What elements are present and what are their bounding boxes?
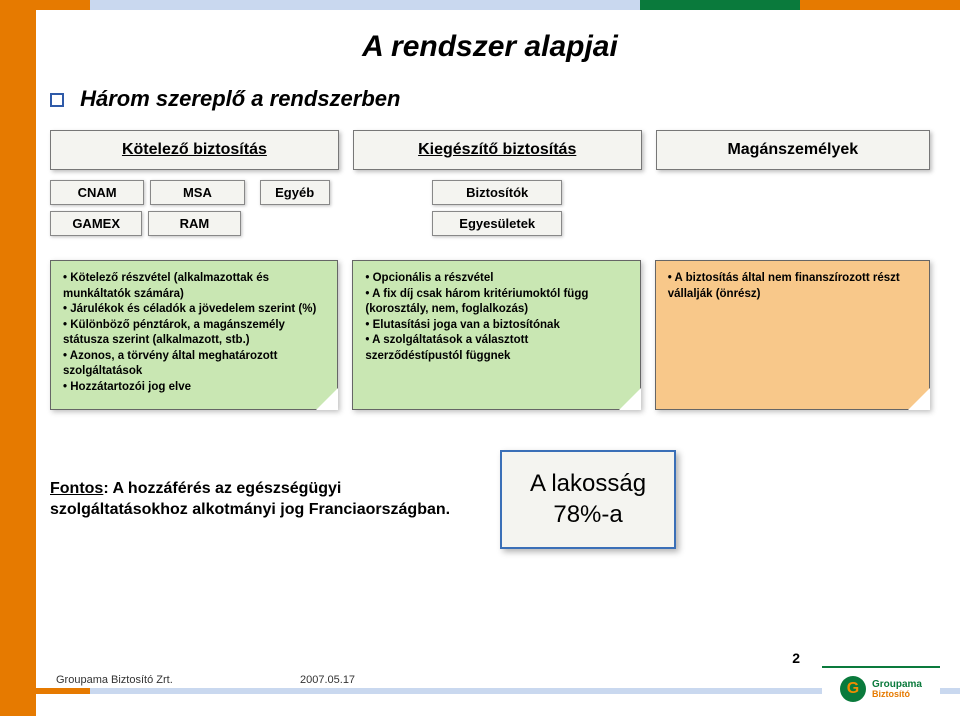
page-fold-icon: [619, 388, 641, 410]
footer-company: Groupama Biztosító Zrt.: [56, 674, 173, 686]
notes-row: Kötelező részvétel (alkalmazottak és mun…: [50, 260, 930, 410]
slide-title: A rendszer alapjai: [50, 30, 930, 64]
pop-line2: 78%-a: [530, 499, 646, 530]
subtitle-text: Három szereplő a rendszerben: [80, 86, 400, 111]
page-number: 2: [792, 650, 800, 666]
col1-tags-row1: CNAM MSA Egyéb: [50, 180, 339, 205]
column-3: Magánszemélyek: [656, 130, 930, 242]
note-2: Opcionális a részvétel A fix díj csak há…: [352, 260, 640, 410]
bottom-text: Fontos: A hozzáférés az egészségügyi szo…: [50, 478, 470, 521]
tag-egyeb: Egyéb: [260, 180, 330, 205]
page-fold-icon: [316, 388, 338, 410]
col2-header: Kiegészítő biztosítás: [353, 130, 642, 170]
note1-item: Járulékok és céladók a jövedelem szerint…: [63, 302, 325, 318]
page-fold-icon: [908, 388, 930, 410]
bottom-row: Fontos: A hozzáférés az egészségügyi szo…: [50, 450, 930, 548]
tag-egyesuletek: Egyesületek: [432, 211, 562, 236]
slide-subtitle: Három szereplő a rendszerben: [50, 86, 930, 112]
note2-item: A fix díj csak három kritériumoktól függ…: [365, 287, 627, 318]
bottom-body: : A hozzáférés az egészségügyi szolgálta…: [50, 480, 450, 519]
note1-item: Hozzátartozói jog elve: [63, 380, 325, 396]
col3-header: Magánszemélyek: [656, 130, 930, 170]
note1-item: Különböző pénztárok, a magánszemély stát…: [63, 318, 325, 349]
pop-line1: A lakosság: [530, 468, 646, 499]
note-1: Kötelező részvétel (alkalmazottak és mun…: [50, 260, 338, 410]
note1-item: Azonos, a törvény által meghatározott sz…: [63, 349, 325, 380]
column-2: Kiegészítő biztosítás Biztosítók Egyesül…: [353, 130, 642, 242]
col1-tags-row2: GAMEX RAM: [50, 211, 241, 236]
tag-gamex: GAMEX: [50, 211, 142, 236]
note2-item: A szolgáltatások a választott szerződést…: [365, 333, 627, 364]
logo-mark-icon: G: [840, 676, 866, 702]
bottom-prefix: Fontos: [50, 480, 103, 497]
bullet-square-icon: [50, 93, 64, 107]
columns-row: Kötelező biztosítás CNAM MSA Egyéb GAMEX…: [50, 130, 930, 242]
footer: Groupama Biztosító Zrt. 2007.05.17 2 G G…: [0, 658, 960, 716]
note1-item: Kötelező részvétel (alkalmazottak és mun…: [63, 271, 325, 302]
tag-biztositok: Biztosítók: [432, 180, 562, 205]
tag-cnam: CNAM: [50, 180, 144, 205]
slide-content: A rendszer alapjai Három szereplő a rend…: [50, 30, 930, 549]
note3-item: A biztosítás által nem finanszírozott ré…: [668, 271, 917, 302]
footer-date: 2007.05.17: [300, 674, 355, 686]
side-accent-bar: [0, 0, 36, 716]
logo-text: Groupama: [872, 680, 922, 690]
footer-stripe: [0, 688, 960, 694]
population-box: A lakosság 78%-a: [500, 450, 676, 548]
tag-msa: MSA: [150, 180, 244, 205]
note2-item: Opcionális a részvétel: [365, 271, 627, 287]
note-3: A biztosítás által nem finanszírozott ré…: [655, 260, 930, 410]
logo-subtext: Biztosító: [872, 690, 922, 699]
note2-item: Elutasítási joga van a biztosítónak: [365, 318, 627, 334]
groupama-logo: G Groupama Biztosító: [822, 666, 940, 710]
column-1: Kötelező biztosítás CNAM MSA Egyéb GAMEX…: [50, 130, 339, 242]
top-stripe: [0, 0, 960, 10]
tag-ram: RAM: [148, 211, 240, 236]
col1-header: Kötelező biztosítás: [50, 130, 339, 170]
